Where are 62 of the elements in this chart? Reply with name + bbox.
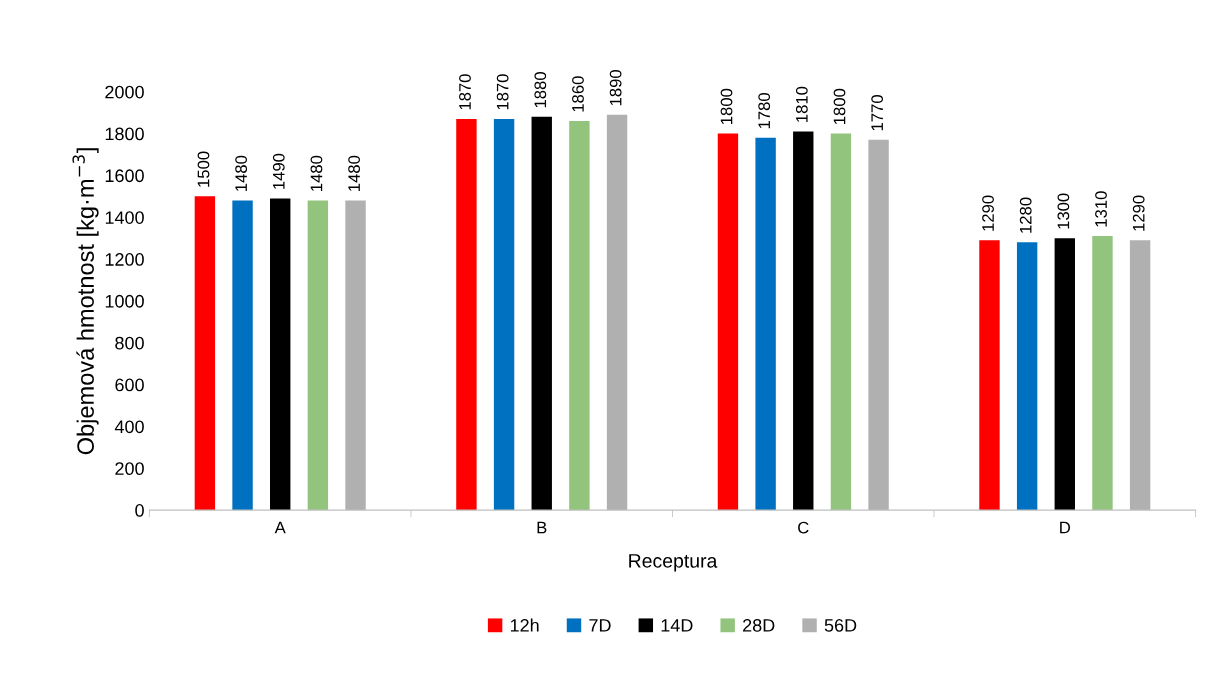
y-tick-label: 1800: [105, 127, 144, 141]
legend-label: 12h: [510, 618, 539, 632]
x-tick-label: B: [537, 521, 547, 534]
bar: [717, 133, 739, 511]
data-label: 1780: [758, 93, 771, 129]
data-label: 1890: [609, 69, 622, 106]
data-label: 1810: [795, 86, 808, 122]
data-label: 1480: [235, 155, 248, 191]
data-label: 1870: [496, 74, 509, 110]
legend-label: 56D: [824, 619, 857, 632]
bar: [531, 116, 552, 511]
y-tick-label: 1200: [105, 253, 144, 266]
x-tick-label: A: [274, 521, 286, 534]
y-axis-title: Objemová hmotnost [kg·m$^{−3}$]: [72, 148, 99, 455]
data-label: 1300: [1057, 193, 1070, 229]
y-tick-label: 200: [115, 462, 144, 476]
y-tick-label: 1400: [105, 211, 144, 224]
bar: [307, 200, 329, 511]
x-axis-title: Receptura: [629, 554, 718, 572]
data-label: 1860: [572, 76, 584, 112]
y-tick-label: 600: [115, 378, 144, 392]
data-label: 1310: [1095, 191, 1107, 227]
bar: [456, 118, 477, 511]
bar: [493, 118, 515, 511]
bar: [1016, 242, 1038, 511]
data-label: 1500: [197, 151, 210, 187]
data-label: 1870: [459, 74, 471, 110]
data-label: 1800: [720, 88, 733, 124]
data-label: 1480: [348, 155, 360, 191]
data-label: 1480: [310, 155, 323, 191]
data-label: 1880: [534, 72, 547, 108]
bar: [345, 200, 366, 511]
bar: [569, 121, 590, 511]
y-tick-label: 0: [135, 504, 144, 517]
y-tick-label: 1000: [105, 294, 144, 308]
data-label: 1290: [1132, 195, 1145, 231]
bar: [979, 240, 1000, 511]
legend-label: 28D: [743, 619, 775, 632]
legend-label: 14D: [661, 619, 693, 632]
bar: [1054, 238, 1075, 511]
bar: [755, 137, 776, 511]
bar: [606, 114, 628, 511]
bar: [793, 131, 814, 511]
x-tick-label: D: [1060, 521, 1071, 534]
bar: [868, 139, 889, 511]
y-tick-label: 1600: [105, 169, 144, 183]
data-label: 1290: [982, 195, 994, 231]
bar: [1129, 240, 1151, 511]
data-label: 1490: [272, 153, 285, 189]
bar: [232, 200, 253, 511]
x-tick-label: C: [798, 521, 809, 534]
y-tick-label: 400: [114, 420, 144, 434]
bar: [830, 133, 852, 511]
legend-label: 7D: [589, 619, 611, 632]
bar: [194, 196, 216, 511]
bar: [1092, 236, 1113, 511]
data-label: 1280: [1019, 197, 1032, 233]
bar: [270, 198, 291, 511]
y-tick-label: 800: [115, 336, 144, 350]
data-label: 1800: [833, 88, 846, 124]
data-label: 1770: [871, 95, 884, 131]
y-tick-label: 2000: [105, 85, 144, 99]
